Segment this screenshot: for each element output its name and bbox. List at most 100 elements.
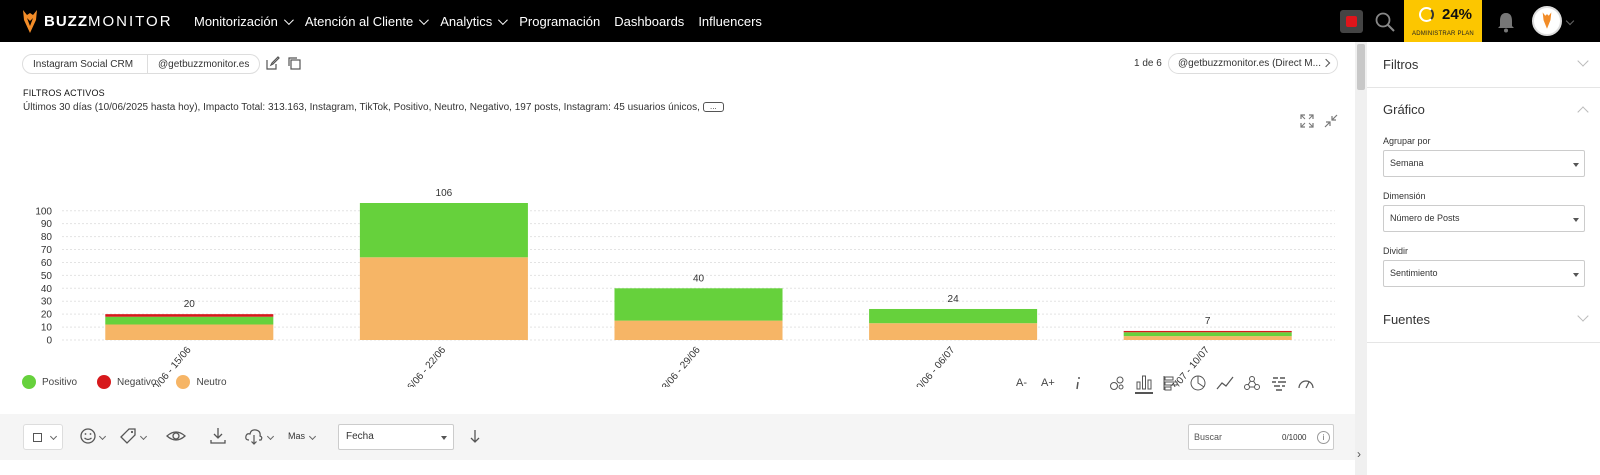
chart-toolbar: A- A+ xyxy=(1016,372,1324,394)
active-filters-title: FILTROS ACTIVOS xyxy=(23,88,105,98)
nav-label: Monitorización xyxy=(194,13,278,29)
y-tick-label: 40 xyxy=(41,284,53,295)
horizontal-bar-icon[interactable] xyxy=(1162,374,1180,392)
cloud-download-icon[interactable] xyxy=(244,426,264,446)
record-button[interactable] xyxy=(1340,10,1363,33)
legend-item-positivo[interactable]: Positivo xyxy=(22,375,77,389)
chevron-down-icon[interactable] xyxy=(139,432,148,441)
breadcrumb-item-monitor[interactable]: Instagram Social CRM xyxy=(23,55,149,73)
chart-legend: Positivo Negativo Neutro xyxy=(22,375,247,389)
select-all-checkbox[interactable] xyxy=(23,424,63,450)
x-tick-label: 16/06 - 22/06 xyxy=(402,345,449,387)
bell-icon[interactable] xyxy=(1496,11,1516,33)
legend-swatch xyxy=(22,375,36,389)
bubble-chart-icon[interactable] xyxy=(1108,374,1126,392)
fox-logo-icon xyxy=(23,10,37,33)
font-larger-button[interactable]: A+ xyxy=(1041,377,1055,389)
copy-icon[interactable] xyxy=(287,56,302,71)
bar-segment-neutro xyxy=(614,320,783,340)
bar-segment-negativo xyxy=(105,314,274,317)
collapse-icon[interactable] xyxy=(1324,114,1338,128)
chevron-down-icon[interactable] xyxy=(266,432,275,441)
chevron-down-icon[interactable] xyxy=(308,432,317,441)
scrollbar-thumb[interactable] xyxy=(1357,44,1365,90)
search-input[interactable]: Buscar 0/1000 i xyxy=(1188,424,1334,450)
data-label: 40 xyxy=(693,273,705,284)
y-tick-label: 80 xyxy=(41,232,53,243)
eye-icon[interactable] xyxy=(166,426,186,446)
vertical-scrollbar[interactable] xyxy=(1355,42,1367,475)
dimension-select[interactable]: Número de Posts xyxy=(1383,205,1585,232)
chevron-down-icon[interactable] xyxy=(1577,55,1589,67)
nav-influencers[interactable]: Influencers xyxy=(698,14,762,29)
search-counter: 0/1000 xyxy=(1282,433,1307,442)
y-tick-label: 90 xyxy=(41,219,53,230)
pie-chart-icon[interactable] xyxy=(1189,374,1207,392)
edit-icon[interactable] xyxy=(265,56,280,71)
agrupar-select[interactable]: Semana xyxy=(1383,150,1585,177)
word-cloud-icon[interactable] xyxy=(1270,374,1288,392)
checkbox-icon xyxy=(33,433,42,442)
line-chart-icon[interactable] xyxy=(1216,374,1234,392)
nav-dashboards[interactable]: Dashboards xyxy=(614,14,684,29)
data-label: 106 xyxy=(436,188,453,199)
nav-programacion[interactable]: Programación xyxy=(519,14,600,29)
conversation-pager: 1 de 6 xyxy=(1134,58,1162,69)
gauge-chart-icon[interactable] xyxy=(1297,374,1315,392)
nav-monitorizacion[interactable]: Monitorización xyxy=(194,13,294,29)
nav-atencion-cliente[interactable]: Atención al Cliente xyxy=(305,14,430,29)
more-filters-button[interactable]: ... xyxy=(702,102,724,113)
y-tick-label: 20 xyxy=(41,310,53,321)
chevron-down-icon[interactable] xyxy=(98,432,107,441)
network-chart-icon[interactable] xyxy=(1243,374,1261,392)
legend-item-negativo[interactable]: Negativo xyxy=(97,375,156,389)
dividir-select[interactable]: Sentimiento xyxy=(1383,260,1585,287)
y-tick-label: 50 xyxy=(41,271,53,282)
plan-usage-button[interactable]: 24% ADMINISTRAR PLAN xyxy=(1404,0,1482,49)
bar-segment-positivo xyxy=(105,316,274,325)
bar-chart-icon[interactable] xyxy=(1134,372,1153,394)
font-smaller-button[interactable]: A- xyxy=(1016,377,1027,389)
chevron-down-icon[interactable] xyxy=(1577,310,1589,322)
avatar[interactable] xyxy=(1532,6,1562,36)
legend-label: Negativo xyxy=(117,376,157,388)
chevron-down-icon xyxy=(283,14,294,25)
more-button[interactable]: Mas xyxy=(288,431,305,441)
sentiment-smiley-icon[interactable] xyxy=(78,426,98,446)
y-tick-label: 10 xyxy=(41,323,53,334)
caret-down-icon xyxy=(1573,218,1579,222)
legend-item-neutro[interactable]: Neutro xyxy=(176,375,227,389)
conversation-selector[interactable]: @getbuzzmonitor.es (Direct M... xyxy=(1168,53,1338,74)
filtros-section[interactable]: Filtros xyxy=(1367,42,1600,88)
chevron-up-icon[interactable] xyxy=(1577,106,1589,118)
info-italic-icon[interactable] xyxy=(1069,374,1087,392)
data-label: 7 xyxy=(1205,316,1211,327)
bar-segment-negativo xyxy=(1123,330,1292,333)
y-tick-label: 60 xyxy=(41,258,53,269)
filtros-title: Filtros xyxy=(1383,57,1419,72)
caret-down-icon xyxy=(1573,163,1579,167)
x-tick-label: 23/06 - 29/06 xyxy=(656,345,703,387)
chevron-down-icon[interactable] xyxy=(1565,16,1575,26)
info-icon[interactable]: i xyxy=(1317,431,1330,444)
legend-label: Neutro xyxy=(196,376,227,388)
search-icon[interactable] xyxy=(1374,11,1396,33)
main-nav: Monitorización Atención al Cliente Analy… xyxy=(194,0,776,42)
bar-segment-neutro xyxy=(1123,336,1292,340)
expand-icon[interactable] xyxy=(1300,114,1314,128)
buzzmonitor-logo[interactable]: BUZZMONITOR xyxy=(22,7,173,35)
chevron-right-icon[interactable]: › xyxy=(1357,447,1361,461)
tag-icon[interactable] xyxy=(118,426,138,446)
plan-percent: 24% xyxy=(1442,6,1473,23)
dimension-label: Dimensión xyxy=(1383,191,1426,201)
chevron-right-icon xyxy=(1321,58,1331,68)
nav-label: Analytics xyxy=(440,13,493,29)
logo-wordmark: BUZZMONITOR xyxy=(44,12,173,30)
y-tick-label: 30 xyxy=(41,297,53,308)
nav-analytics[interactable]: Analytics xyxy=(440,13,509,29)
download-icon[interactable] xyxy=(208,426,228,446)
sort-select[interactable]: Fecha xyxy=(338,424,454,450)
fuentes-section[interactable]: Fuentes xyxy=(1367,297,1600,343)
sort-direction-icon[interactable] xyxy=(468,427,482,445)
breadcrumb-item-profile[interactable]: @getbuzzmonitor.es xyxy=(158,59,250,70)
